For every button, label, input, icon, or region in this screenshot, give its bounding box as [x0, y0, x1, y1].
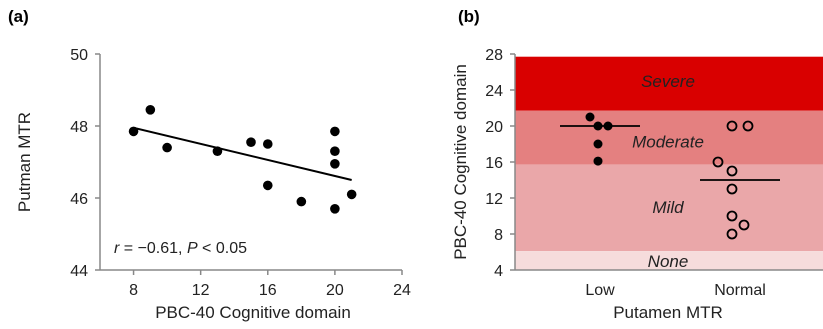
data-point — [246, 137, 256, 147]
y-tick-label: 28 — [485, 47, 503, 64]
x-category-label: Low — [585, 282, 615, 299]
y-tick-label: 12 — [485, 191, 503, 208]
regression-line — [133, 126, 352, 181]
open-point — [742, 120, 754, 132]
open-point — [738, 219, 750, 231]
panel-a-x-axis-title: PBC-40 Cognitive domain — [155, 303, 351, 322]
filled-point — [593, 121, 603, 131]
zone-label: Mild — [652, 198, 684, 217]
data-point — [296, 196, 307, 207]
y-tick-label: 50 — [70, 47, 88, 64]
data-point — [346, 189, 357, 200]
zone-label: Severe — [641, 72, 695, 91]
x-tick-label: 24 — [393, 282, 411, 299]
panel-a: (a) 8 12 16 20 24 44 46 48 50 PBC-40 Cognitive d… — [8, 7, 411, 322]
panel-b-y-axis-title: PBC-40 Cognitive domain — [451, 64, 470, 260]
open-point — [726, 228, 738, 240]
y-tick-label: 44 — [70, 263, 88, 280]
x-tick-label: 20 — [326, 282, 344, 299]
open-point — [726, 210, 738, 222]
filled-point — [593, 156, 603, 166]
annot-r-symbol: r — [114, 240, 120, 257]
filled-point — [585, 112, 595, 122]
panel-b-label: (b) — [458, 7, 480, 26]
y-tick-label: 20 — [485, 119, 503, 136]
x-tick-label: 16 — [259, 282, 277, 299]
y-tick-label: 24 — [485, 83, 503, 100]
severity-zone — [515, 251, 823, 270]
annot-p-symbol: P — [187, 240, 198, 257]
open-point — [726, 120, 738, 132]
filled-point — [593, 139, 603, 149]
y-tick-label: 4 — [494, 263, 503, 280]
open-point — [726, 183, 738, 195]
annot-p-text: < 0.05 — [198, 240, 247, 257]
data-point — [162, 142, 172, 153]
severity-zone — [515, 56, 823, 111]
data-point — [262, 139, 273, 149]
data-point — [330, 146, 340, 156]
panel-b-x-axis-title: Putamen MTR — [613, 303, 723, 322]
filled-point — [603, 121, 613, 131]
open-point — [726, 165, 738, 177]
data-point — [262, 180, 273, 191]
y-tick-label: 16 — [485, 155, 503, 172]
data-point — [330, 204, 340, 214]
open-point — [712, 156, 724, 168]
y-tick-label: 48 — [70, 119, 88, 136]
y-tick-label: 46 — [70, 191, 88, 208]
x-tick-label: 8 — [129, 282, 138, 299]
data-point — [145, 105, 156, 115]
x-category-label: Normal — [714, 282, 766, 299]
correlation-annotation: r = −0.61, P < 0.05 — [114, 240, 247, 257]
zone-label: Moderate — [632, 132, 704, 151]
data-point — [330, 159, 340, 169]
panel-a-label: (a) — [8, 7, 29, 26]
x-tick-label: 12 — [192, 282, 210, 299]
severity-zone — [515, 110, 823, 165]
y-tick-label: 8 — [494, 227, 503, 244]
zone-label: None — [648, 252, 689, 271]
annot-r-text: = −0.61, — [119, 240, 187, 257]
data-point — [330, 126, 340, 137]
panel-b: (b) 4 8 12 16 20 24 28 Low Normal Severe Moderate… — [451, 7, 823, 322]
panel-a-y-axis-title: Putman MTR — [15, 112, 34, 212]
